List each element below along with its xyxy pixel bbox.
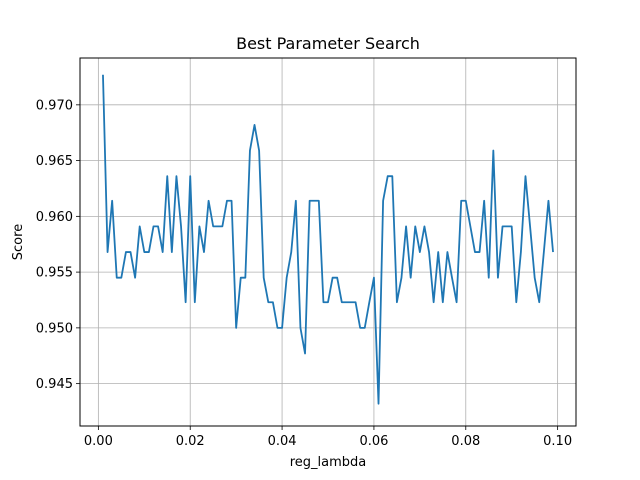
y-tick-label: 0.960: [36, 210, 73, 225]
ticks-layer: 0.00 0.02 0.04 0.06 0.08 0.10 0.945 0.950 0.955 0…: [36, 98, 572, 449]
x-tick-label: 0.04: [268, 434, 297, 449]
x-axis-label: reg_lambda: [290, 455, 367, 470]
score-series-line: [102, 74, 554, 405]
x-tick-label: 0.00: [84, 434, 113, 449]
y-tick-label: 0.945: [36, 377, 73, 392]
x-tick-label: 0.06: [359, 434, 388, 449]
x-tick-label: 0.10: [543, 434, 572, 449]
y-tick-label: 0.950: [36, 321, 73, 336]
y-tick-label: 0.970: [36, 98, 73, 113]
x-tick-label: 0.02: [176, 434, 205, 449]
x-tick-label: 0.08: [451, 434, 480, 449]
y-tick-label: 0.965: [36, 154, 73, 169]
y-axis-label: Score: [11, 224, 26, 260]
chart-title: Best Parameter Search: [236, 34, 420, 53]
y-tick-label: 0.955: [36, 266, 73, 281]
axes-frame: [79, 57, 577, 427]
series-layer: [102, 74, 554, 405]
